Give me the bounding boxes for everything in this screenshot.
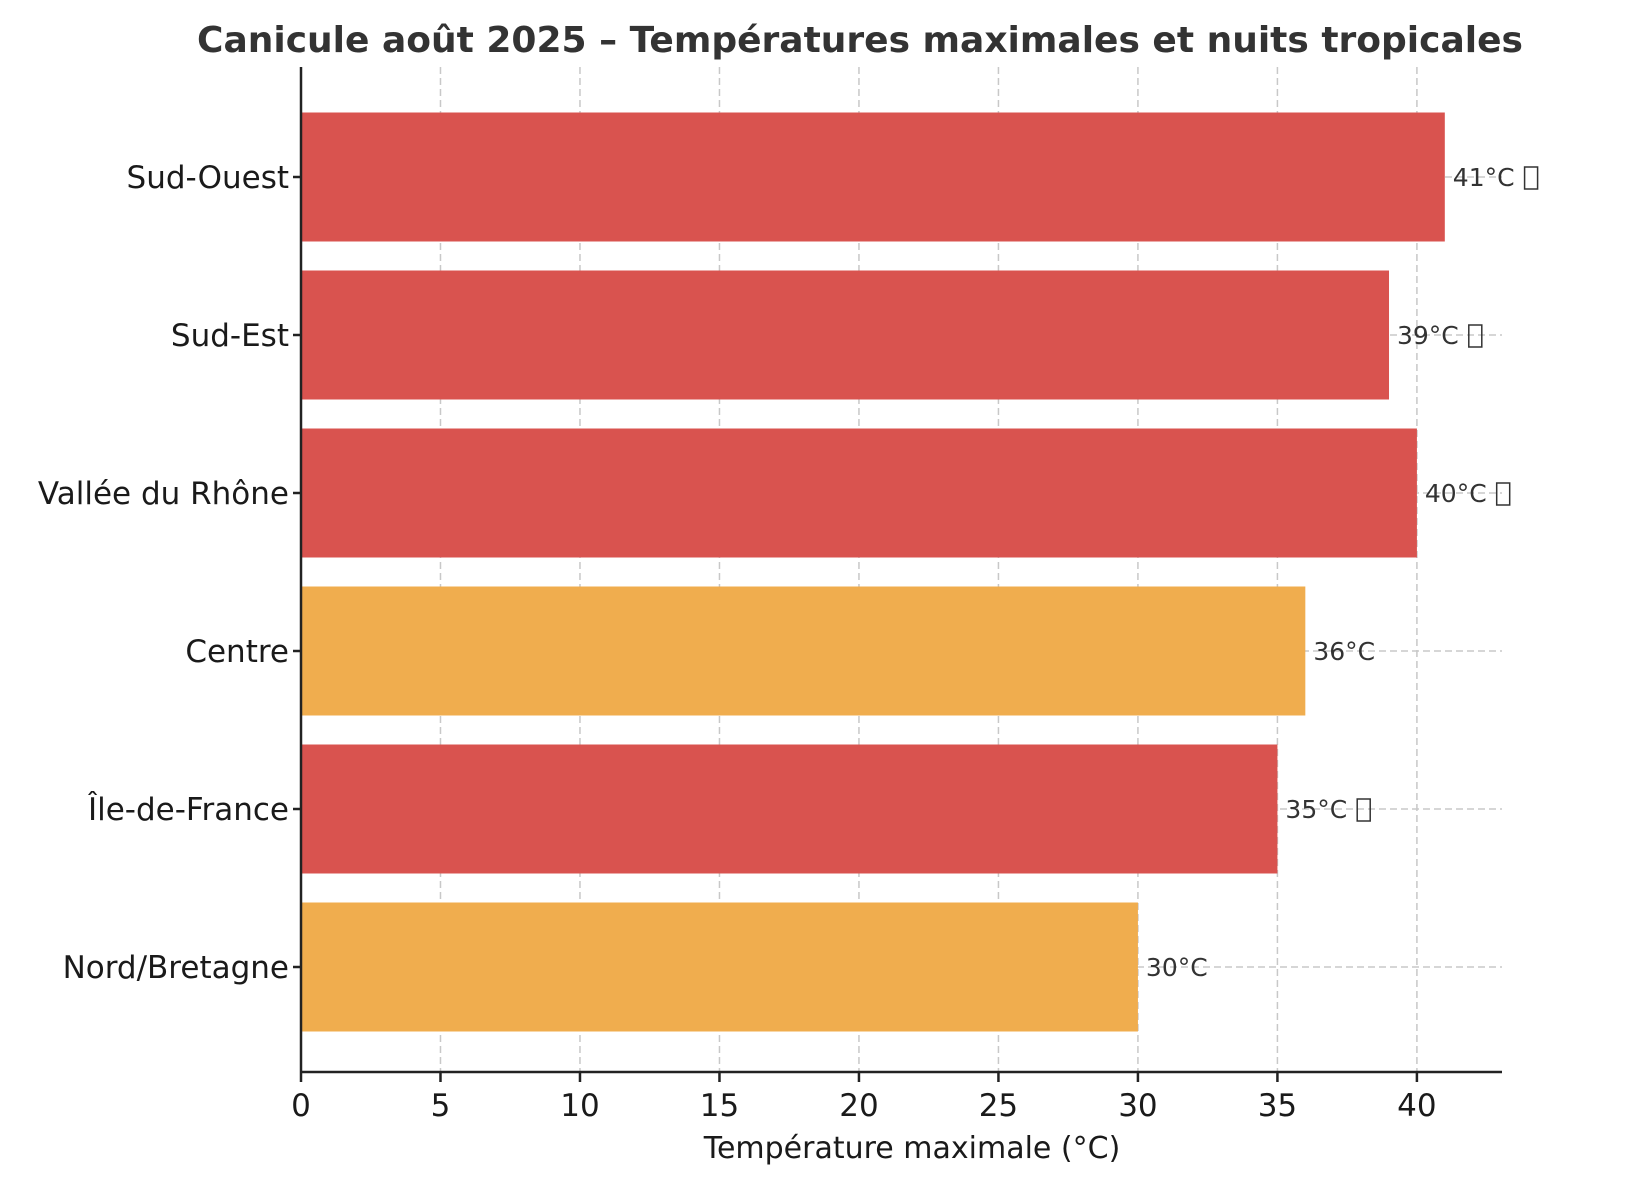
y-tick-label: Île-de-France bbox=[87, 792, 289, 828]
bar-vall-e-du-rh-ne bbox=[301, 428, 1417, 558]
value-label: 36°C bbox=[1313, 637, 1375, 666]
value-label: 39°C bbox=[1397, 321, 1459, 350]
missing-glyph-icon bbox=[1495, 482, 1511, 506]
x-axis-label: Température maximale (°C) bbox=[703, 1131, 1121, 1166]
y-tick-label: Sud-Est bbox=[171, 318, 289, 354]
bar-centre bbox=[301, 586, 1306, 716]
x-tick-label: 30 bbox=[1118, 1088, 1157, 1124]
chart-title: Canicule août 2025 – Températures maxima… bbox=[197, 20, 1523, 61]
value-label: 41°C bbox=[1453, 163, 1515, 192]
bar-nord-bretagne bbox=[301, 902, 1138, 1032]
value-label: 40°C bbox=[1425, 479, 1487, 508]
missing-glyph-icon bbox=[1523, 166, 1539, 190]
y-tick-label: Centre bbox=[185, 634, 289, 670]
x-tick-label: 5 bbox=[431, 1088, 451, 1124]
value-label: 30°C bbox=[1146, 953, 1208, 982]
missing-glyph-icon bbox=[1468, 324, 1483, 348]
y-axis: Sud-Ouest Sud-Est Vallée du Rhône Centre Île… bbox=[38, 67, 303, 1072]
value-label: 35°C bbox=[1285, 795, 1347, 824]
x-tick-label: 15 bbox=[700, 1088, 739, 1124]
bar--le-de-france bbox=[301, 744, 1278, 874]
x-tick-label: 40 bbox=[1397, 1088, 1436, 1124]
x-tick-label: 0 bbox=[291, 1088, 311, 1124]
missing-glyph-icon bbox=[1356, 798, 1371, 822]
y-tick-label: Nord/Bretagne bbox=[63, 950, 289, 986]
x-tick-label: 20 bbox=[839, 1088, 878, 1124]
x-tick-label: 10 bbox=[560, 1088, 599, 1124]
bar-sud-est bbox=[301, 270, 1390, 400]
y-tick-label: Sud-Ouest bbox=[127, 160, 289, 196]
bar-sud-ouest bbox=[301, 112, 1445, 242]
y-tick-label: Vallée du Rhône bbox=[38, 476, 289, 512]
bars: 41°C 39°C 40°C 36°C 35°C 30°C bbox=[301, 112, 1539, 1032]
x-axis: 0 5 10 15 20 25 30 35 40 bbox=[291, 1070, 1502, 1124]
x-tick-label: 25 bbox=[979, 1088, 1018, 1124]
x-tick-label: 35 bbox=[1258, 1088, 1297, 1124]
